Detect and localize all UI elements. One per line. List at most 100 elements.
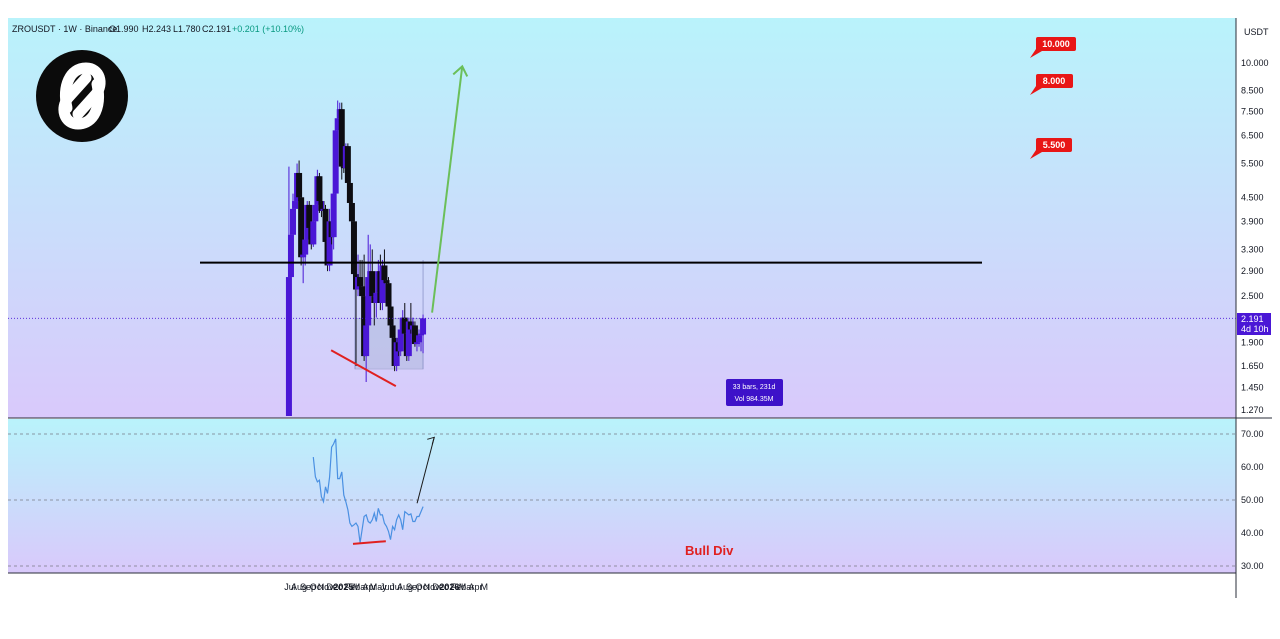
rsi-pane [8,419,1236,573]
open-value: O1.990 [109,24,139,34]
candle-body [401,317,408,334]
svg-text:8.000: 8.000 [1043,76,1066,86]
time-tick-label: Apr [468,582,482,592]
time-tick-label: Apr [363,582,377,592]
candle-body [420,318,427,335]
candle-body [285,277,292,416]
svg-text:4d 10h: 4d 10h [1241,324,1269,334]
time-tick-label: Oct [416,582,431,592]
low-value: L1.780 [173,24,201,34]
candle-body [322,208,329,242]
rsi-tick-label: 60.00 [1241,462,1264,472]
candle-body [330,193,337,238]
time-tick-label: Dec [432,582,449,592]
time-tick-label: Nov [318,582,335,592]
rsi-divergence-line [352,540,386,545]
candle-body [365,277,372,326]
candle-body [316,176,323,202]
candle-body [397,329,404,352]
time-tick-label: Jul [390,582,402,592]
time-tick-label: Mar [459,582,475,592]
candle-body [357,277,364,287]
candle-body [411,325,418,345]
candle-body [381,265,388,281]
candle-body [415,335,422,343]
candle-body [418,333,425,336]
candle-body [348,202,355,222]
rsi-line [312,438,424,543]
time-tick-label: Oct [310,582,325,592]
candle-body [292,201,299,209]
change-value: +0.201 (+10.10%) [232,24,304,34]
price-tick-label: 1.900 [1241,337,1264,347]
candle-body [359,286,366,297]
candle-body [318,201,325,211]
currency-label[interactable]: USDT [1244,27,1269,37]
logo [36,50,128,142]
target-badge-10: 10.000 [1030,37,1076,58]
target-badge-8: 8.000 [1030,74,1073,95]
candle-body [350,221,357,275]
main-pane [8,18,1236,418]
svg-text:2.191: 2.191 [1241,314,1264,324]
time-tick-label: Dec [326,582,343,592]
price-tick-label: 1.450 [1241,383,1264,393]
price-tick-label: 2.500 [1241,291,1264,301]
target-badge-5-5: 5.500 [1030,138,1072,159]
high-value: H2.243 [142,24,171,34]
price-tick-label: 6.500 [1241,130,1264,140]
price-annotations [8,64,1236,388]
time-tick-label: Sep [300,582,316,592]
rsi-tick-label: 70.00 [1241,429,1264,439]
candle-body [290,208,296,235]
price-tick-label: 5.500 [1241,159,1264,169]
candle-body [302,239,309,255]
range-label: 33 bars, 231d Vol 984.35M [726,379,783,406]
time-tick-label: Nov [424,582,441,592]
candle-body [363,325,370,357]
price-scale [1236,18,1272,573]
price-tick-label: 1.270 [1241,405,1264,415]
candle-body [310,221,317,245]
candle-body [312,204,319,222]
price-tick-label: 3.300 [1241,244,1264,254]
candle-body [287,234,294,278]
candle-body [300,254,307,258]
time-tick-label: M [480,582,488,592]
price-tick-label: 1.650 [1241,361,1264,371]
svg-text:5.500: 5.500 [1043,140,1066,150]
candle-body [344,146,351,183]
price-tick-label: 8.500 [1241,85,1264,95]
candle-body [334,118,341,131]
candle-body [296,172,303,198]
time-tick-label: 2025 [333,582,353,592]
svg-text:33 bars, 231d: 33 bars, 231d [733,384,776,391]
time-tick-label: Jun [380,582,395,592]
projection-arrow-line [431,66,464,313]
symbol-label: ZROUSDT · 1W · Binance [12,24,117,34]
time-tick-label: Aug [291,582,307,592]
candle-body [298,197,305,258]
candle-body [413,342,420,345]
rsi-projection-line [416,437,435,504]
time-tick-label: Sep [406,582,422,592]
candle-body [369,271,376,297]
candle-body [385,283,392,307]
current-price-badge: 2.191 4d 10h [1237,313,1271,335]
candle-body [306,204,313,228]
rsi-tick-label: 50.00 [1241,495,1264,505]
candle-body [405,321,412,357]
candles [285,100,427,416]
candle-body [346,182,353,203]
time-tick-label: Feb [345,582,361,592]
candle-body [379,265,386,303]
rsi-projection-arrowhead [427,436,435,445]
bull-div-label: Bull Div [685,543,734,558]
candle-body [393,342,400,366]
candle-body [338,109,345,167]
close-value: C2.191 [202,24,231,34]
support-divergence-line [330,349,397,388]
time-scale [8,573,1272,598]
candle-body [389,325,396,338]
price-tick-label: 10.000 [1241,58,1269,68]
